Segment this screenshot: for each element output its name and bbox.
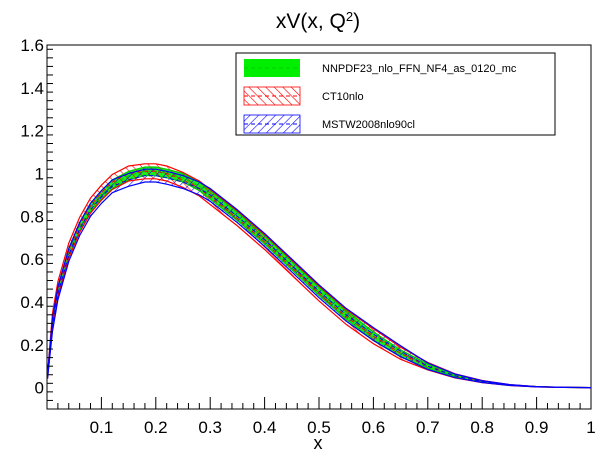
x-tick-label: 0.2 (144, 418, 168, 437)
legend-label-0: NNPDF23_nlo_FFN_NF4_as_0120_mc (322, 63, 517, 75)
x-tick-label: 0.3 (198, 418, 222, 437)
x-tick-label: 0.6 (362, 418, 386, 437)
legend-label-2: MSTW2008nlo90cl (322, 119, 415, 131)
series-band-0 (47, 167, 591, 388)
y-tick-label: 1.6 (20, 36, 44, 55)
y-tick-label: 1.4 (20, 79, 44, 98)
x-tick-label: 1 (586, 418, 595, 437)
series-lower-0 (46, 175, 592, 389)
legend-label-1: CT10nlo (322, 91, 364, 103)
y-tick-label: 0.2 (20, 336, 44, 355)
chart-title-close: ) (353, 10, 360, 33)
series-upper-1 (46, 163, 592, 389)
x-tick-label: 0.9 (525, 418, 549, 437)
series-central-2 (47, 175, 592, 389)
y-axis: 0 0.2 0.4 0.6 0.8 1 1.2 1.4 1.6 (20, 36, 53, 410)
chart-title: xV(x, Q2) (276, 9, 360, 34)
y-tick-label: 0 (35, 379, 44, 398)
y-tick-label: 0.8 (20, 207, 44, 226)
legend: NNPDF23_nlo_FFN_NF4_as_0120_mc CT10nlo MST… (235, 52, 556, 136)
series-upper-0 (46, 166, 592, 389)
y-tick-label: 1.2 (20, 122, 44, 141)
y-tick-label: 0.4 (20, 293, 44, 312)
series-lines (46, 163, 592, 389)
x-tick-label: 0.7 (416, 418, 440, 437)
series-band-1 (47, 163, 591, 388)
x-axis: 0.1 0.2 0.3 0.4 0.5 0.6 0.7 0.8 0.9 1 (57, 397, 596, 437)
series-lower-2 (46, 181, 592, 389)
series-upper-2 (46, 168, 592, 389)
series-lower-1 (46, 178, 592, 389)
x-tick-label: 0.4 (253, 418, 277, 437)
y-tick-label: 1 (35, 164, 44, 183)
x-axis-title: x (314, 433, 323, 453)
chart-title-main: xV(x, Q (276, 10, 346, 33)
series-band-2 (47, 169, 591, 388)
series-bands (47, 163, 591, 388)
chart-title-sup: 2 (346, 9, 353, 24)
y-tick-label: 0.6 (20, 250, 44, 269)
x-tick-label: 0.5 (307, 418, 331, 437)
x-tick-label: 0.1 (90, 418, 114, 437)
series-central-0 (47, 170, 592, 389)
x-tick-label: 0.8 (470, 418, 494, 437)
series-central-1 (47, 170, 592, 389)
